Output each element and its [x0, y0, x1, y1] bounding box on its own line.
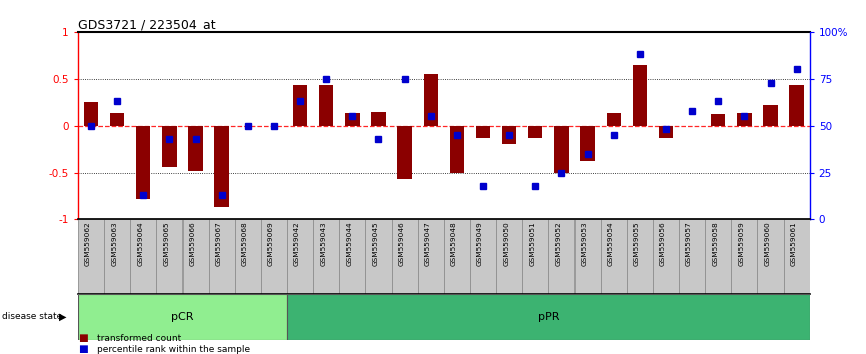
Text: disease state: disease state: [2, 312, 62, 321]
FancyBboxPatch shape: [287, 294, 810, 340]
Bar: [397, 126, 412, 179]
Bar: [763, 105, 778, 126]
FancyBboxPatch shape: [261, 219, 287, 294]
Text: GSM559056: GSM559056: [660, 222, 666, 266]
FancyBboxPatch shape: [601, 219, 627, 294]
Text: GSM559043: GSM559043: [320, 222, 326, 266]
Text: GSM559058: GSM559058: [712, 222, 718, 267]
Text: ▶: ▶: [59, 312, 67, 322]
Bar: [189, 126, 203, 171]
Text: GSM559066: GSM559066: [190, 222, 196, 266]
Text: GSM559069: GSM559069: [268, 222, 274, 267]
Text: GSM559048: GSM559048: [451, 222, 457, 267]
FancyBboxPatch shape: [784, 219, 810, 294]
FancyBboxPatch shape: [313, 219, 339, 294]
FancyBboxPatch shape: [417, 219, 443, 294]
Text: GSM559062: GSM559062: [85, 222, 91, 267]
FancyBboxPatch shape: [235, 219, 261, 294]
Bar: [346, 114, 359, 126]
FancyBboxPatch shape: [157, 219, 183, 294]
Text: GSM559052: GSM559052: [555, 222, 561, 267]
Bar: [737, 114, 752, 126]
FancyBboxPatch shape: [705, 219, 731, 294]
Bar: [319, 85, 333, 126]
Text: GSM559051: GSM559051: [529, 222, 535, 267]
FancyBboxPatch shape: [287, 219, 313, 294]
FancyBboxPatch shape: [104, 219, 130, 294]
Bar: [293, 85, 307, 126]
Text: GSM559050: GSM559050: [503, 222, 509, 267]
FancyBboxPatch shape: [653, 219, 679, 294]
FancyBboxPatch shape: [496, 219, 522, 294]
Text: percentile rank within the sample: percentile rank within the sample: [97, 345, 250, 354]
Text: GSM559054: GSM559054: [608, 222, 614, 266]
FancyBboxPatch shape: [731, 219, 758, 294]
Text: GSM559064: GSM559064: [138, 222, 143, 266]
Bar: [606, 114, 621, 126]
Text: GSM559055: GSM559055: [634, 222, 640, 266]
Text: GDS3721 / 223504_at: GDS3721 / 223504_at: [78, 18, 216, 31]
Bar: [711, 114, 726, 126]
Text: pCR: pCR: [171, 312, 194, 322]
FancyBboxPatch shape: [339, 219, 365, 294]
Text: GSM559042: GSM559042: [294, 222, 301, 267]
FancyBboxPatch shape: [365, 219, 391, 294]
Bar: [528, 126, 542, 138]
Text: GSM559060: GSM559060: [765, 222, 771, 267]
Bar: [633, 65, 647, 126]
FancyBboxPatch shape: [522, 219, 548, 294]
Text: GSM559045: GSM559045: [372, 222, 378, 266]
Bar: [449, 126, 464, 173]
Bar: [659, 126, 673, 138]
Text: GSM559047: GSM559047: [424, 222, 430, 267]
Bar: [790, 85, 804, 126]
Bar: [136, 126, 151, 199]
Text: GSM559061: GSM559061: [791, 222, 797, 267]
FancyBboxPatch shape: [679, 219, 705, 294]
Text: GSM559049: GSM559049: [477, 222, 483, 267]
Bar: [475, 126, 490, 138]
FancyBboxPatch shape: [183, 219, 209, 294]
FancyBboxPatch shape: [78, 294, 287, 340]
FancyBboxPatch shape: [444, 219, 470, 294]
Text: transformed count: transformed count: [97, 335, 181, 343]
Bar: [162, 126, 177, 167]
Bar: [84, 102, 98, 126]
Bar: [580, 126, 595, 161]
Text: GSM559059: GSM559059: [739, 222, 745, 267]
FancyBboxPatch shape: [758, 219, 784, 294]
FancyBboxPatch shape: [574, 219, 601, 294]
FancyBboxPatch shape: [391, 219, 417, 294]
FancyBboxPatch shape: [130, 219, 157, 294]
Text: GSM559063: GSM559063: [111, 222, 117, 266]
Text: GSM559046: GSM559046: [398, 222, 404, 266]
Text: GSM559044: GSM559044: [346, 222, 352, 266]
FancyBboxPatch shape: [209, 219, 235, 294]
Bar: [215, 126, 229, 207]
Text: GSM559053: GSM559053: [582, 222, 587, 266]
FancyBboxPatch shape: [470, 219, 496, 294]
Text: GSM559067: GSM559067: [216, 222, 222, 267]
Bar: [423, 74, 438, 126]
Bar: [554, 126, 569, 173]
Text: ■: ■: [78, 344, 87, 354]
Text: GSM559065: GSM559065: [164, 222, 170, 266]
Bar: [502, 126, 516, 144]
Bar: [110, 114, 125, 126]
Text: ■: ■: [78, 333, 87, 343]
Text: GSM559057: GSM559057: [686, 222, 692, 267]
Text: GSM559068: GSM559068: [242, 222, 248, 267]
Text: pPR: pPR: [538, 312, 559, 322]
FancyBboxPatch shape: [548, 219, 574, 294]
Bar: [372, 112, 385, 126]
FancyBboxPatch shape: [627, 219, 653, 294]
FancyBboxPatch shape: [78, 219, 104, 294]
